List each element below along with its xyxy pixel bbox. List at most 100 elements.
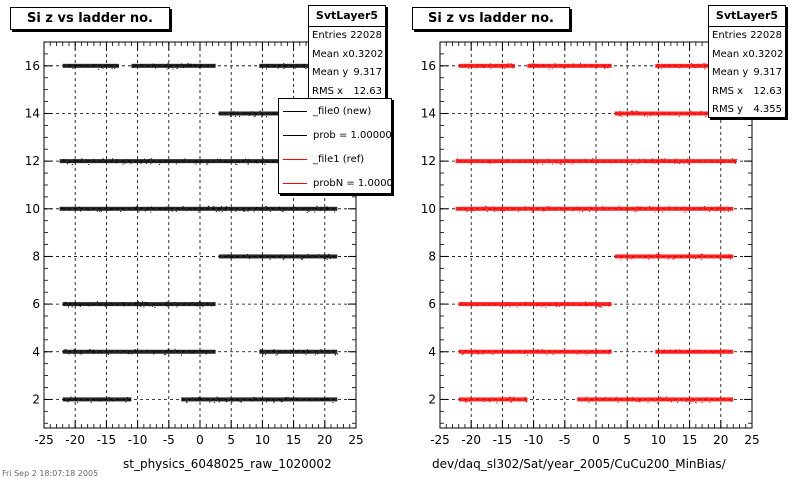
left-scatter-point	[147, 160, 149, 162]
left-scatter-point	[185, 401, 187, 403]
left-stats-row: Mean y 9.317	[312, 67, 382, 78]
left-x-tick-label: 25	[348, 433, 363, 447]
left-scatter-point	[75, 400, 77, 402]
left-scatter-point	[125, 350, 127, 352]
left-scatter-point	[253, 116, 255, 118]
left-scatter-point	[133, 66, 135, 68]
left-scatter-point	[134, 302, 136, 304]
right-scatter-point	[524, 350, 526, 352]
right-scatter-point	[681, 257, 683, 259]
right-scatter-point	[505, 302, 507, 304]
left-scatter-point	[74, 302, 76, 304]
left-scatter-point	[221, 398, 223, 400]
left-scatter-point	[183, 208, 185, 210]
left-scatter-point	[295, 398, 297, 400]
right-scatter-point	[477, 353, 479, 355]
right-scatter-point	[498, 208, 500, 210]
left-scatter-point	[70, 303, 72, 305]
right-scatter-point	[644, 161, 646, 163]
left-scatter-point	[260, 255, 262, 257]
left-scatter-point	[235, 163, 237, 165]
left-scatter-point	[250, 111, 252, 113]
right-scatter-band	[458, 349, 612, 354]
left-scatter-point	[306, 211, 308, 213]
right-scatter-point	[657, 163, 659, 165]
right-scatter-point	[652, 158, 654, 160]
right-scatter-point	[491, 351, 493, 353]
left-scatter-point	[84, 351, 86, 353]
left-scatter-point	[225, 401, 227, 403]
left-scatter-point	[127, 396, 129, 398]
left-scatter-point	[72, 68, 74, 70]
right-scatter-point	[535, 64, 537, 66]
right-scatter-point	[505, 159, 507, 161]
right-scatter-point	[509, 396, 511, 398]
right-x-tick-label: -15	[493, 433, 513, 447]
right-scatter-point	[689, 400, 691, 402]
right-scatter-band	[655, 349, 734, 354]
left-scatter-point	[114, 68, 116, 70]
left-scatter-point	[101, 352, 103, 354]
right-scatter-point	[725, 349, 727, 351]
right-scatter-point	[559, 163, 561, 165]
right-scatter-point	[619, 115, 621, 117]
right-scatter-point	[582, 211, 584, 213]
right-scatter-point	[666, 207, 668, 209]
right-scatter-point	[486, 211, 488, 213]
right-scatter-point	[471, 353, 473, 355]
left-scatter-point	[205, 353, 207, 355]
left-scatter-point	[333, 257, 335, 259]
left-scatter-point	[105, 206, 107, 208]
right-scatter-point	[596, 64, 598, 66]
left-scatter-point	[166, 68, 168, 70]
right-scatter-point	[507, 206, 509, 208]
right-scatter-point	[637, 163, 639, 165]
right-scatter-point	[692, 400, 694, 402]
right-scatter-point	[501, 303, 503, 305]
right-scatter-point	[549, 305, 551, 307]
left-scatter-point	[247, 158, 249, 160]
left-scatter-point	[89, 349, 91, 351]
left-scatter-point	[196, 160, 198, 162]
left-scatter-point	[85, 159, 87, 161]
right-y-tick-label: 4	[428, 345, 436, 359]
right-y-tick-label: 2	[428, 392, 436, 406]
right-scatter-point	[709, 401, 711, 403]
right-scatter-point	[658, 253, 660, 255]
left-scatter-point	[303, 66, 305, 68]
right-scatter-point	[513, 396, 515, 398]
right-scatter-point	[530, 159, 532, 161]
left-stats-row: Entries 22028	[312, 30, 382, 41]
right-scatter-point	[669, 161, 671, 163]
left-scatter-band	[131, 63, 216, 68]
left-scatter-point	[268, 66, 270, 68]
right-scatter-point	[705, 397, 707, 399]
right-scatter-point	[481, 65, 483, 67]
right-scatter-point	[687, 163, 689, 165]
left-scatter-point	[236, 164, 238, 166]
left-scatter-point	[305, 354, 307, 356]
right-scatter-point	[665, 352, 667, 354]
right-scatter-point	[637, 400, 639, 402]
left-scatter-point	[95, 64, 97, 66]
right-scatter-point	[634, 211, 636, 213]
left-scatter-point	[305, 67, 307, 69]
left-scatter-point	[151, 305, 153, 307]
right-scatter-point	[548, 303, 550, 305]
right-scatter-point	[671, 401, 673, 403]
left-scatter-point	[78, 65, 80, 67]
right-scatter-point	[646, 116, 648, 118]
left-scatter-point	[189, 65, 191, 67]
left-scatter-point	[270, 255, 272, 257]
right-scatter-point	[561, 163, 563, 165]
left-scatter-point	[242, 159, 244, 161]
left-scatter-point	[191, 351, 193, 353]
right-scatter-point	[727, 256, 729, 258]
right-scatter-point	[658, 210, 660, 212]
right-scatter-point	[621, 116, 623, 118]
right-scatter-point	[557, 206, 559, 208]
left-scatter-point	[68, 353, 70, 355]
left-scatter-point	[173, 160, 175, 162]
right-scatter-point	[631, 159, 633, 161]
left-scatter-point	[150, 163, 152, 165]
